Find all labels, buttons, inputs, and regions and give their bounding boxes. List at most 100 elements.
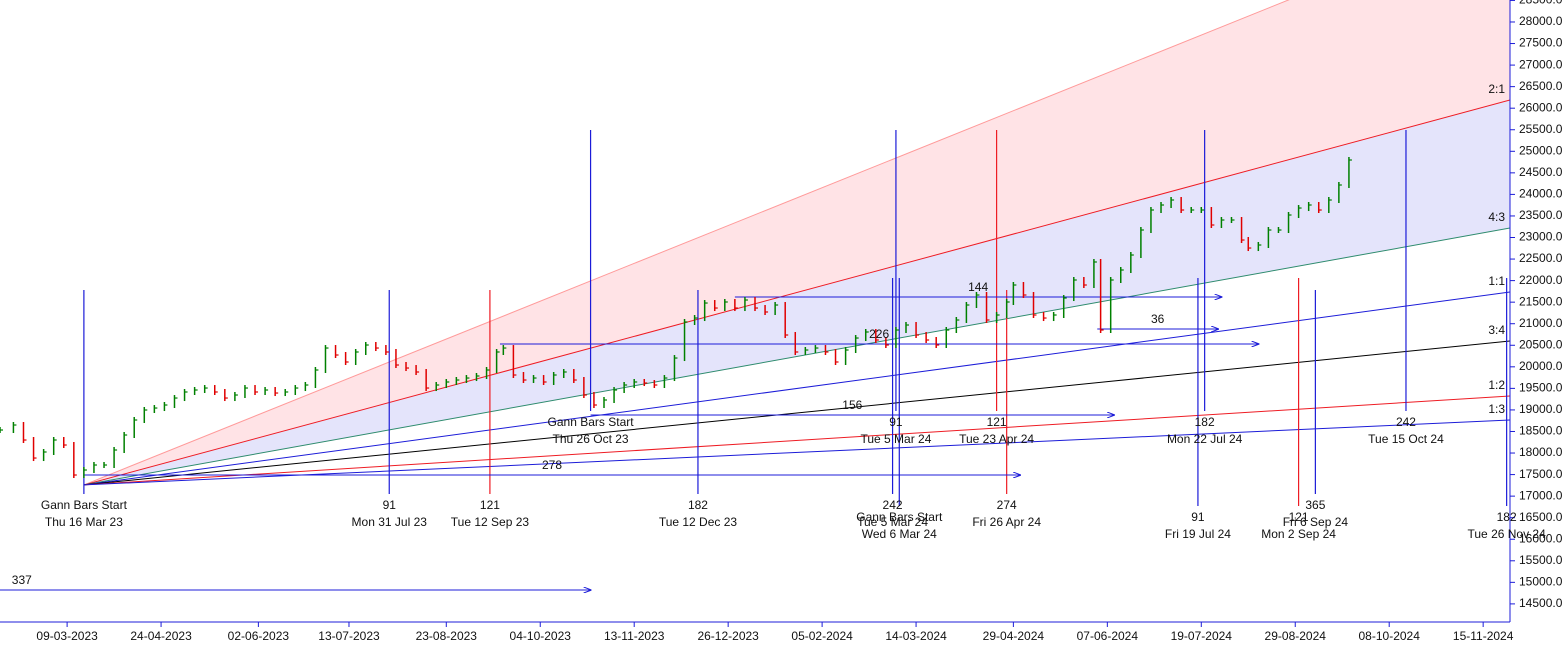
x-tick-label: 09-03-2023 [36,629,98,643]
time-line-label: 91 [1191,510,1205,524]
count-label: 156 [842,398,862,412]
fan-label: 1:1 [1488,274,1505,288]
time-line-label: 242 [1396,415,1416,429]
y-tick-label: 23000.0 [1519,230,1563,244]
time-line-label: 182 [1497,510,1517,524]
y-tick-label: 17000.0 [1519,488,1563,502]
y-tick-label: 23500.0 [1519,208,1563,222]
y-tick-label: 28500.0 [1519,0,1563,7]
y-tick-label: 19000.0 [1519,402,1563,416]
time-line-label: Mon 2 Sep 24 [1261,527,1336,541]
time-line-label: 121 [480,498,500,512]
time-line-label: 182 [1195,415,1215,429]
time-line-label: Tue 5 Mar 24 [857,515,928,529]
time-line-label: 182 [688,498,708,512]
time-line-label: Gann Bars Start [41,498,128,512]
count-label: 337 [12,573,32,587]
x-tick-label: 29-08-2024 [1265,629,1327,643]
y-tick-label: 14500.0 [1519,596,1563,610]
y-tick-label: 25000.0 [1519,143,1563,157]
time-line-label: Mon 31 Jul 23 [352,515,428,529]
y-tick-label: 24500.0 [1519,165,1563,179]
x-tick-label: 02-06-2023 [228,629,290,643]
x-tick-label: 23-08-2023 [416,629,478,643]
time-line-label: Thu 26 Oct 23 [553,432,629,446]
time-line-label: Thu 16 Mar 23 [45,515,123,529]
count-label: 144 [968,280,988,294]
y-tick-label: 20000.0 [1519,359,1563,373]
fan-line [83,291,1510,486]
time-line-label: Gann Bars Start [548,415,635,429]
x-tick-label: 13-07-2023 [318,629,380,643]
time-line-label: Tue 5 Mar 24 [860,432,931,446]
y-tick-label: 24000.0 [1519,187,1563,201]
time-line-label: 242 [883,498,903,512]
y-tick-label: 15000.0 [1519,575,1563,589]
time-line-label: 121 [1289,510,1309,524]
y-tick-label: 25500.0 [1519,122,1563,136]
fan-line [83,0,1290,486]
x-tick-label: 26-12-2023 [697,629,759,643]
fan-line [83,227,1510,486]
y-tick-label: 21500.0 [1519,294,1563,308]
time-line-label: 365 [1305,498,1325,512]
time-line-label: Fri 26 Apr 24 [972,515,1041,529]
fan-label: 3:4 [1488,323,1505,337]
fan-label: 1:3 [1488,402,1505,416]
time-line-label: Gann Bars Start [856,510,943,524]
time-line-label: 274 [997,498,1017,512]
y-tick-label: 26000.0 [1519,100,1563,114]
x-tick-label: 13-11-2023 [604,629,665,643]
time-line-label: 91 [383,498,397,512]
time-line-label: Tue 12 Sep 23 [451,515,530,529]
time-line-label: Mon 22 Jul 24 [1167,432,1243,446]
time-line-label: Tue 15 Oct 24 [1368,432,1444,446]
y-tick-label: 18500.0 [1519,424,1563,438]
y-tick-label: 27000.0 [1519,57,1563,71]
x-tick-label: 19-07-2024 [1171,629,1233,643]
x-tick-label: 04-10-2023 [510,629,572,643]
y-tick-label: 16000.0 [1519,531,1563,545]
time-line-label: Fri 6 Sep 24 [1283,515,1349,529]
time-line-label: 91 [889,415,903,429]
y-tick-label: 16500.0 [1519,510,1563,524]
x-tick-label: 07-06-2024 [1077,629,1139,643]
fan-label: 4:3 [1488,210,1505,224]
count-label: 278 [542,458,562,472]
time-line-label: Tue 26 Nov 24 [1468,527,1547,541]
y-tick-label: 17500.0 [1519,467,1563,481]
y-tick-label: 28000.0 [1519,14,1563,28]
fan-label: 2:1 [1488,82,1505,96]
y-tick-label: 26500.0 [1519,79,1563,93]
y-tick-label: 27500.0 [1519,36,1563,50]
y-tick-label: 18000.0 [1519,445,1563,459]
time-line-label: 121 [987,415,1007,429]
count-label: 36 [1151,312,1165,326]
fan-line [83,419,1510,486]
plot-area [0,0,1510,590]
fan-line [83,340,1510,486]
x-tick-label: 15-11-2024 [1453,629,1514,643]
y-tick-label: 15500.0 [1519,553,1563,567]
time-line-label: Fri 19 Jul 24 [1165,527,1231,541]
y-tick-label: 22500.0 [1519,251,1563,265]
x-tick-label: 08-10-2024 [1359,629,1421,643]
y-tick-label: 22000.0 [1519,273,1563,287]
y-tick-label: 20500.0 [1519,337,1563,351]
fan-fill [83,0,1510,485]
time-line-label: Tue 12 Dec 23 [659,515,738,529]
count-label: 226 [869,327,889,341]
y-tick-label: 19500.0 [1519,381,1563,395]
time-line-label: Tue 23 Apr 24 [959,432,1034,446]
y-tick-label: 21000.0 [1519,316,1563,330]
x-tick-label: 24-04-2023 [130,629,192,643]
fan-line [83,395,1510,486]
fan-line [83,99,1510,486]
fan-label: 1:2 [1488,378,1505,392]
x-tick-label: 05-02-2024 [791,629,853,643]
time-line-label: Wed 6 Mar 24 [862,527,937,541]
x-tick-label: 29-04-2024 [983,629,1045,643]
x-tick-label: 14-03-2024 [885,629,947,643]
